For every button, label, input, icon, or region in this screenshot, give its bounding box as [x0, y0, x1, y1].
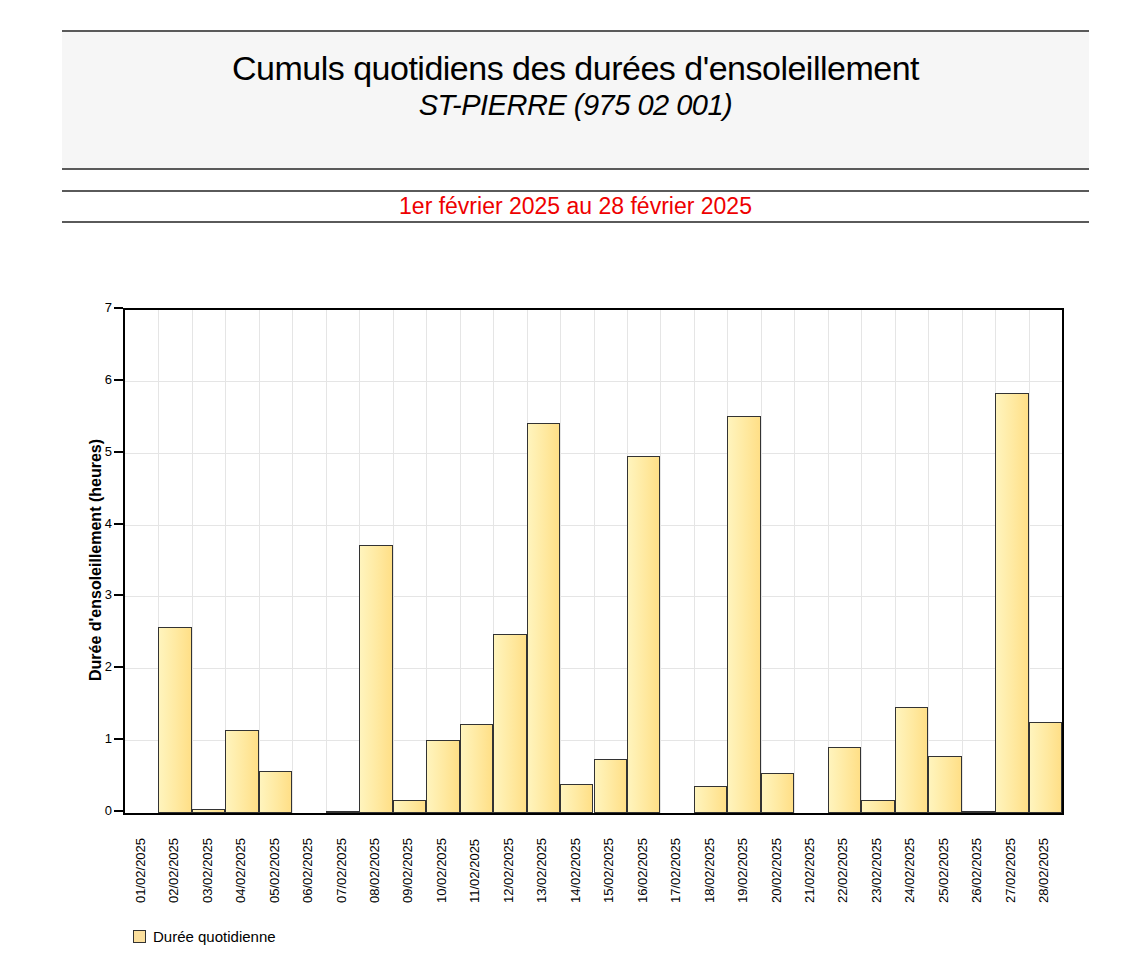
x-tick-label: 10/02/2025 — [435, 838, 448, 903]
x-tick-label: 11/02/2025 — [468, 839, 481, 903]
y-tick-mark — [114, 451, 123, 453]
y-tick-label: 4 — [0, 516, 112, 532]
x-tick-label: 24/02/2025 — [903, 838, 916, 903]
chart-title: Cumuls quotidiens des durées d'ensoleill… — [62, 49, 1089, 87]
y-tick-label: 6 — [0, 372, 112, 388]
x-tick-label: 26/02/2025 — [970, 838, 983, 903]
bar-12/02/2025 — [493, 634, 526, 813]
x-tick-label: 08/02/2025 — [368, 838, 381, 903]
x-tick-label: 06/02/2025 — [301, 838, 314, 903]
y-tick-mark — [114, 307, 123, 309]
v-gridline — [594, 310, 595, 813]
bar-08/02/2025 — [359, 545, 392, 813]
bar-11/02/2025 — [460, 724, 493, 813]
x-tick-label: 07/02/2025 — [335, 838, 348, 903]
bar-04/02/2025 — [225, 730, 258, 813]
x-tick-label: 03/02/2025 — [201, 838, 214, 903]
bar-02/02/2025 — [158, 627, 191, 813]
bar-26/02/2025 — [962, 811, 995, 813]
x-tick-label: 13/02/2025 — [535, 838, 548, 903]
x-tick-label: 22/02/2025 — [836, 838, 849, 903]
bar-25/02/2025 — [928, 756, 961, 813]
y-axis-title: Durée d'ensoleillement (heures) — [87, 439, 105, 681]
y-tick-label: 5 — [0, 444, 112, 460]
x-tick-label: 21/02/2025 — [803, 838, 816, 903]
bar-20/02/2025 — [761, 773, 794, 813]
legend-label: Durée quotidienne — [153, 928, 276, 945]
legend: Durée quotidienne — [133, 928, 276, 944]
bar-23/02/2025 — [861, 800, 894, 813]
x-tick-label: 02/02/2025 — [167, 838, 180, 903]
y-tick-mark — [114, 810, 123, 812]
v-gridline — [292, 310, 293, 813]
x-tick-label: 28/02/2025 — [1037, 838, 1050, 903]
v-gridline — [393, 310, 394, 813]
x-tick-label: 15/02/2025 — [602, 838, 615, 903]
x-tick-label: 20/02/2025 — [770, 838, 783, 903]
y-tick-label: 3 — [0, 587, 112, 603]
v-gridline — [192, 310, 193, 813]
bar-14/02/2025 — [560, 784, 593, 813]
v-gridline — [426, 310, 427, 813]
x-tick-label: 27/02/2025 — [1004, 838, 1017, 903]
bar-05/02/2025 — [259, 771, 292, 813]
bar-18/02/2025 — [694, 786, 727, 813]
v-gridline — [794, 310, 795, 813]
v-gridline — [259, 310, 260, 813]
bar-19/02/2025 — [727, 416, 760, 813]
v-gridline — [326, 310, 327, 813]
period-band: 1er février 2025 au 28 février 2025 — [62, 190, 1089, 223]
title-panel: Cumuls quotidiens des durées d'ensoleill… — [62, 30, 1089, 170]
v-gridline — [861, 310, 862, 813]
bar-03/02/2025 — [192, 809, 225, 813]
x-tick-label: 17/02/2025 — [669, 838, 682, 903]
v-gridline — [560, 310, 561, 813]
y-tick-mark — [114, 738, 123, 740]
bar-07/02/2025 — [326, 811, 359, 813]
bar-27/02/2025 — [995, 393, 1028, 813]
y-tick-label: 0 — [0, 803, 112, 819]
bar-10/02/2025 — [426, 740, 459, 813]
y-tick-mark — [114, 379, 123, 381]
bar-24/02/2025 — [895, 707, 928, 813]
x-tick-label: 04/02/2025 — [234, 838, 247, 903]
bar-15/02/2025 — [594, 759, 627, 813]
v-gridline — [828, 310, 829, 813]
y-tick-label: 1 — [0, 731, 112, 747]
y-tick-label: 2 — [0, 659, 112, 675]
x-tick-label: 12/02/2025 — [502, 838, 515, 903]
bar-28/02/2025 — [1029, 722, 1062, 813]
x-tick-label: 16/02/2025 — [636, 838, 649, 903]
y-tick-mark — [114, 523, 123, 525]
y-tick-label: 7 — [0, 300, 112, 316]
x-tick-label: 18/02/2025 — [703, 838, 716, 903]
bar-09/02/2025 — [393, 800, 426, 813]
bar-22/02/2025 — [828, 747, 861, 813]
chart-subtitle: ST-PIERRE (975 02 001) — [62, 89, 1089, 122]
sunshine-report: Cumuls quotidiens des durées d'ensoleill… — [0, 0, 1139, 963]
plot-area — [123, 308, 1064, 815]
x-tick-label: 01/02/2025 — [134, 838, 147, 903]
v-gridline — [694, 310, 695, 813]
x-tick-label: 19/02/2025 — [736, 838, 749, 903]
v-gridline — [660, 310, 661, 813]
x-tick-label: 05/02/2025 — [268, 838, 281, 903]
v-gridline — [761, 310, 762, 813]
x-tick-label: 14/02/2025 — [569, 838, 582, 903]
bar-16/02/2025 — [627, 456, 660, 813]
period-text: 1er février 2025 au 28 février 2025 — [399, 193, 752, 220]
x-tick-label: 23/02/2025 — [870, 838, 883, 903]
legend-swatch-icon — [133, 930, 146, 943]
x-tick-label: 09/02/2025 — [401, 838, 414, 903]
y-tick-mark — [114, 666, 123, 668]
bar-13/02/2025 — [527, 423, 560, 813]
x-tick-label: 25/02/2025 — [937, 838, 950, 903]
y-tick-mark — [114, 594, 123, 596]
v-gridline — [928, 310, 929, 813]
v-gridline — [962, 310, 963, 813]
